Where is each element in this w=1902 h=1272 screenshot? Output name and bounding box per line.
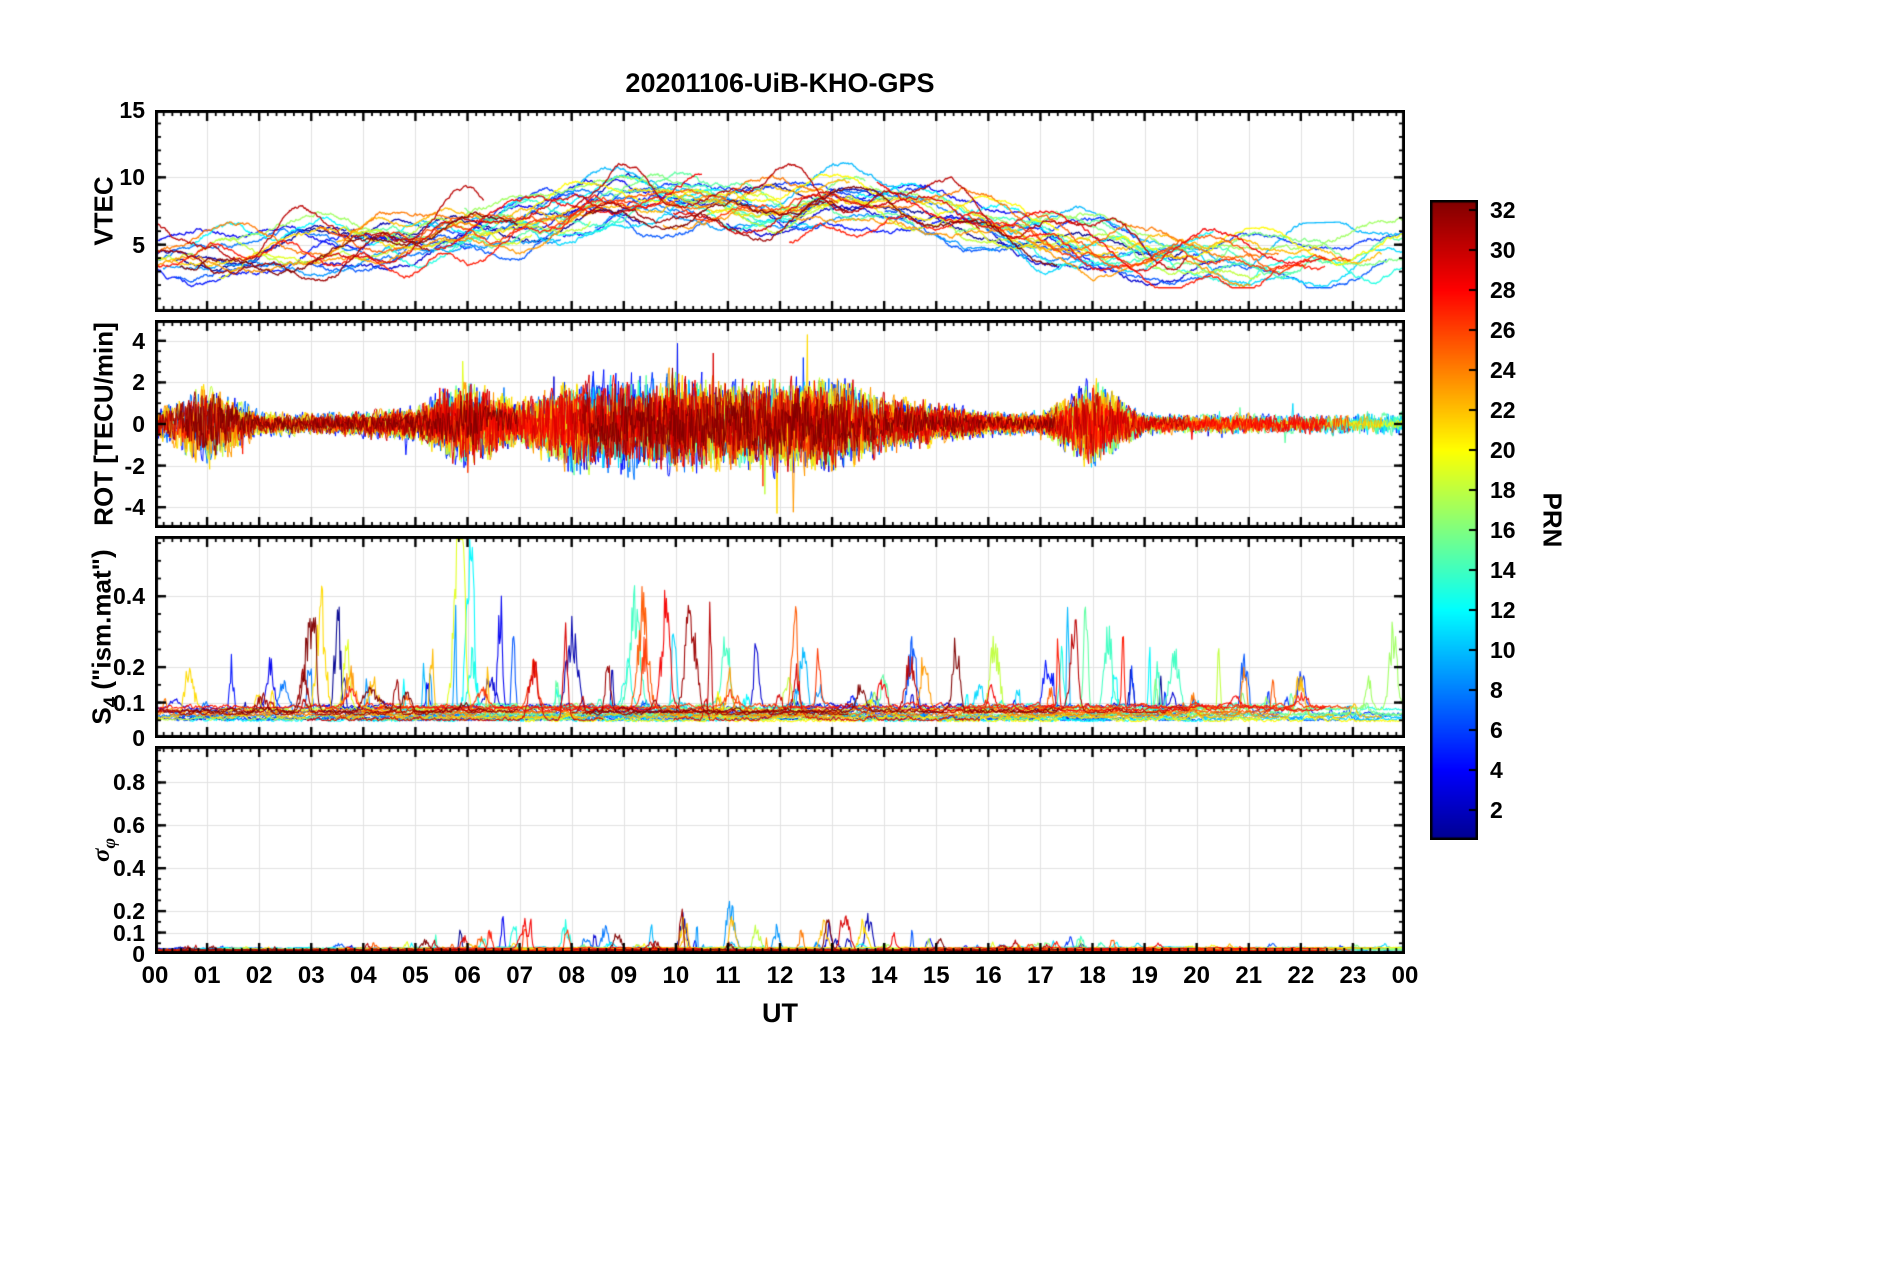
x-tick-label: 17 [1027, 962, 1054, 989]
y-tick-label: 0.4 [113, 855, 145, 882]
y-tick-label: 0.2 [113, 898, 145, 925]
y-tick-label: 0 [132, 725, 145, 751]
colorbar-tick-label: 30 [1490, 237, 1516, 263]
colorbar-tick-label: 6 [1490, 717, 1503, 743]
x-tick-label: 00 [141, 962, 169, 989]
colorbar [1430, 200, 1478, 840]
y-tick-label: -4 [124, 494, 145, 521]
x-tick-label: 19 [1131, 962, 1158, 989]
x-tick-label: 03 [297, 962, 325, 989]
y-tick-label: 0.1 [113, 919, 145, 946]
sigma-axis-label-sub: φ [99, 837, 119, 849]
colorbar-tick-label: 14 [1490, 557, 1516, 583]
x-tick-label: 07 [506, 962, 533, 989]
x-tick-label: 16 [974, 962, 1002, 989]
x-tick-label: 09 [610, 962, 638, 989]
y-tick-label: 0.1 [113, 689, 145, 716]
y-tick-label: 0 [132, 941, 145, 967]
x-tick-label: 02 [245, 962, 273, 989]
y-tick-label: 0.4 [113, 583, 145, 610]
x-tick-label: 01 [193, 962, 221, 989]
x-tick-label: 11 [715, 962, 741, 989]
x-tick-label: 13 [818, 962, 846, 989]
x-tick-label: 10 [662, 962, 690, 989]
x-tick-label: 23 [1339, 962, 1367, 989]
y-tick-label: -2 [124, 452, 145, 479]
x-tick-label: 05 [402, 962, 429, 989]
colorbar-tick-label: 4 [1490, 757, 1503, 783]
y-tick-label: 0 [132, 411, 145, 437]
y-tick-label: 15 [119, 97, 145, 123]
x-tick-label: 14 [870, 962, 898, 989]
colorbar-tick-label: 2 [1490, 797, 1503, 823]
colorbar-tick-label: 10 [1490, 637, 1516, 663]
colorbar-tick-label: 18 [1490, 477, 1516, 503]
s4-panel-canvas [155, 536, 1405, 738]
y-tick-label: 0.6 [113, 812, 145, 839]
y-tick-label: 0.2 [113, 654, 145, 681]
colorbar-label: PRN [1537, 492, 1568, 548]
x-tick-label: 21 [1235, 962, 1263, 989]
sigma-phi-panel-canvas [155, 746, 1405, 954]
colorbar-tick-label: 8 [1490, 677, 1503, 703]
x-tick-label: 18 [1079, 962, 1106, 989]
colorbar-tick-label: 32 [1490, 197, 1516, 223]
x-tick-label: 04 [349, 962, 377, 989]
colorbar-tick-label: 16 [1490, 517, 1516, 543]
colorbar-tick-label: 26 [1490, 317, 1516, 343]
y-tick-label: 10 [119, 164, 145, 191]
figure-title: 20201106-UiB-KHO-GPS [625, 68, 935, 98]
y-tick-label: 5 [132, 231, 145, 258]
x-tick-label: 22 [1287, 962, 1315, 989]
colorbar-tick-label: 28 [1490, 277, 1516, 303]
x-tick-label: 08 [558, 962, 585, 989]
colorbar-tick-label: 20 [1490, 437, 1516, 463]
x-tick-label: 20 [1183, 962, 1210, 989]
y-tick-label: 4 [132, 327, 145, 354]
x-axis-label: UT [762, 998, 798, 1028]
vtec-panel-canvas [155, 110, 1405, 312]
x-tick-label: 06 [454, 962, 481, 989]
x-tick-label: 12 [766, 962, 794, 989]
colorbar-tick-label: 24 [1490, 357, 1516, 383]
rot-panel-canvas [155, 320, 1405, 528]
x-tick-label: 15 [922, 962, 950, 989]
colorbar-tick-label: 12 [1490, 597, 1516, 623]
y-tick-label: 0.8 [113, 769, 145, 796]
colorbar-tick-label: 22 [1490, 397, 1516, 423]
y-tick-label: 2 [132, 369, 145, 396]
x-tick-label: 00 [1391, 962, 1419, 989]
